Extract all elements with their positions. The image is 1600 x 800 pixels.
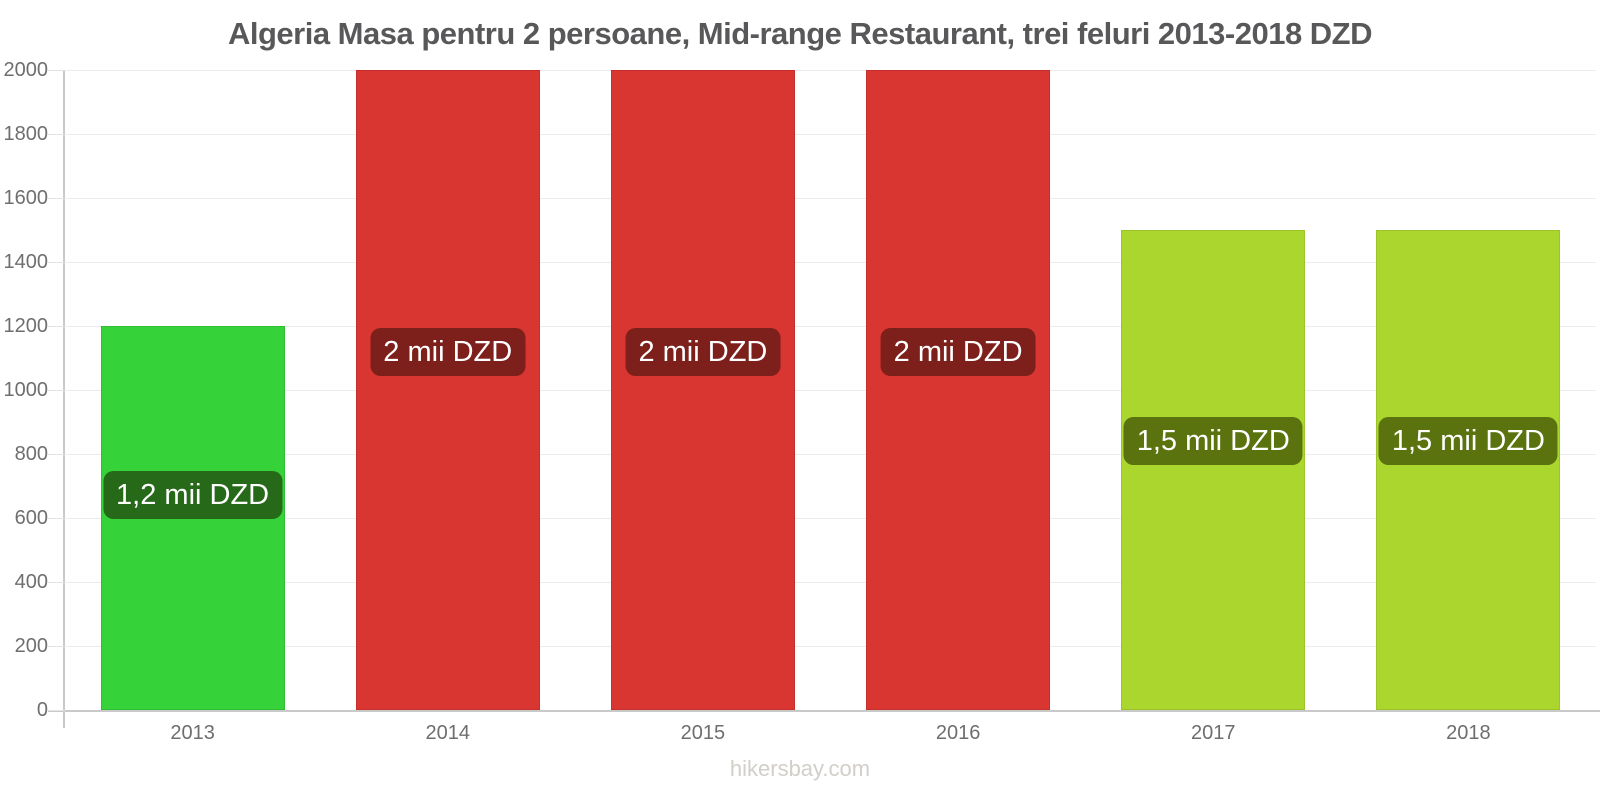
bar-value-label-2015: 2 mii DZD xyxy=(625,327,781,376)
y-axis-tick-1000 xyxy=(48,390,65,391)
bar-value-label-2017: 1,5 mii DZD xyxy=(1123,417,1303,466)
gridline-1400 xyxy=(65,262,1596,263)
y-axis-tick-2000 xyxy=(48,70,65,71)
watermark-footer: hikersbay.com xyxy=(729,756,871,781)
gridline-1200 xyxy=(65,326,1596,327)
gridline-200 xyxy=(65,646,1596,647)
y-axis-tick-1800 xyxy=(48,134,65,135)
y-axis-tick-800 xyxy=(48,454,65,455)
x-axis-label-2014: 2014 xyxy=(425,722,470,744)
gridline-800 xyxy=(65,454,1596,455)
bar-2014: 2 mii DZD xyxy=(355,70,540,710)
bar-2018: 1,5 mii DZD xyxy=(1376,230,1561,710)
y-axis-label-800: 800 xyxy=(14,443,48,465)
x-axis-label-2016: 2016 xyxy=(935,722,981,744)
y-axis-tick-200 xyxy=(48,646,65,647)
y-axis-label-1600: 1600 xyxy=(3,187,49,209)
x-axis-label-2015: 2015 xyxy=(680,722,726,744)
y-axis-label-400: 400 xyxy=(14,571,48,593)
y-axis-tick-600 xyxy=(48,518,65,519)
gridline-1000 xyxy=(65,390,1596,391)
gridline-400 xyxy=(65,582,1596,583)
x-axis-label-2018: 2018 xyxy=(1446,722,1491,744)
y-axis-label-1000: 1000 xyxy=(3,379,49,401)
bar-value-label-2014: 2 mii DZD xyxy=(370,327,526,376)
gridline-1800 xyxy=(65,134,1596,135)
y-axis-label-2000: 2000 xyxy=(3,59,49,81)
x-axis-label-2013: 2013 xyxy=(170,722,215,744)
plot-area: 0 200 400 600 800 1000 1200 1400 1600 1800 2000 1,2… xyxy=(4,59,1600,744)
x-axis-label-2017: 2017 xyxy=(1190,722,1236,744)
y-axis-tick-1600 xyxy=(48,198,65,199)
bar-2015: 2 mii DZD xyxy=(610,70,795,710)
y-axis-label-1200: 1200 xyxy=(3,315,49,337)
bar-value-label-2016: 2 mii DZD xyxy=(880,327,1036,376)
gridline-600 xyxy=(65,518,1596,519)
x-axis-line xyxy=(48,710,1600,712)
y-axis-label-200: 200 xyxy=(14,635,48,657)
y-axis-label-0: 0 xyxy=(36,699,48,721)
bar-value-label-2018: 1,5 mii DZD xyxy=(1378,417,1558,466)
bar-2013: 1,2 mii DZD xyxy=(100,326,285,710)
gridline-2000 xyxy=(65,70,1596,71)
bar-2017: 1,5 mii DZD xyxy=(1121,230,1306,710)
y-axis-tick-1400 xyxy=(48,262,65,263)
gridline-1600 xyxy=(65,198,1596,199)
y-axis-tick-400 xyxy=(48,582,65,583)
bar-2016: 2 mii DZD xyxy=(866,70,1051,710)
y-axis-label-600: 600 xyxy=(14,507,48,529)
y-axis-line xyxy=(63,70,65,728)
y-axis-tick-1200 xyxy=(48,326,65,327)
y-axis-label-1800: 1800 xyxy=(3,123,49,145)
y-axis-tick-0 xyxy=(48,710,65,711)
y-axis-label-1400: 1400 xyxy=(3,251,49,273)
bar-value-label-2013: 1,2 mii DZD xyxy=(103,471,283,520)
chart-title: Algeria Masa pentru 2 persoane, Mid-rang… xyxy=(227,16,1373,51)
